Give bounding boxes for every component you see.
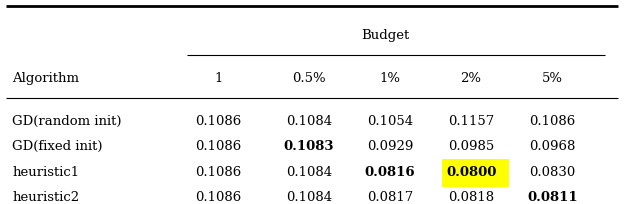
Text: 0.1157: 0.1157 — [448, 115, 494, 128]
Text: 0.1084: 0.1084 — [286, 166, 332, 179]
Text: 1: 1 — [214, 72, 223, 85]
Text: 0.5%: 0.5% — [292, 72, 326, 85]
Text: 0.1084: 0.1084 — [286, 191, 332, 204]
Text: 1%: 1% — [379, 72, 401, 85]
Text: 0.1086: 0.1086 — [195, 140, 241, 153]
Text: 2%: 2% — [461, 72, 482, 85]
Text: 0.0818: 0.0818 — [448, 191, 494, 204]
Text: 5%: 5% — [542, 72, 563, 85]
Text: GD(fixed init): GD(fixed init) — [12, 140, 103, 153]
Text: 0.0800: 0.0800 — [446, 166, 496, 179]
Text: Algorithm: Algorithm — [12, 72, 79, 85]
Text: 0.1086: 0.1086 — [195, 166, 241, 179]
Text: 0.1086: 0.1086 — [195, 191, 241, 204]
Text: 0.0929: 0.0929 — [367, 140, 413, 153]
Text: GD(random init): GD(random init) — [12, 115, 122, 128]
Text: 0.0816: 0.0816 — [364, 166, 416, 179]
Text: heuristic2: heuristic2 — [12, 191, 80, 204]
Text: heuristic1: heuristic1 — [12, 166, 80, 179]
Text: 0.1086: 0.1086 — [529, 115, 575, 128]
Text: 0.1086: 0.1086 — [195, 115, 241, 128]
Text: 0.0968: 0.0968 — [529, 140, 575, 153]
Text: 0.1084: 0.1084 — [286, 115, 332, 128]
Text: 0.0817: 0.0817 — [367, 191, 413, 204]
Text: 0.0830: 0.0830 — [529, 166, 575, 179]
Text: 0.0985: 0.0985 — [448, 140, 494, 153]
FancyBboxPatch shape — [442, 159, 509, 187]
Text: Budget: Budget — [361, 29, 409, 42]
Text: 0.1083: 0.1083 — [284, 140, 334, 153]
Text: 0.1054: 0.1054 — [367, 115, 413, 128]
Text: 0.0811: 0.0811 — [527, 191, 578, 204]
